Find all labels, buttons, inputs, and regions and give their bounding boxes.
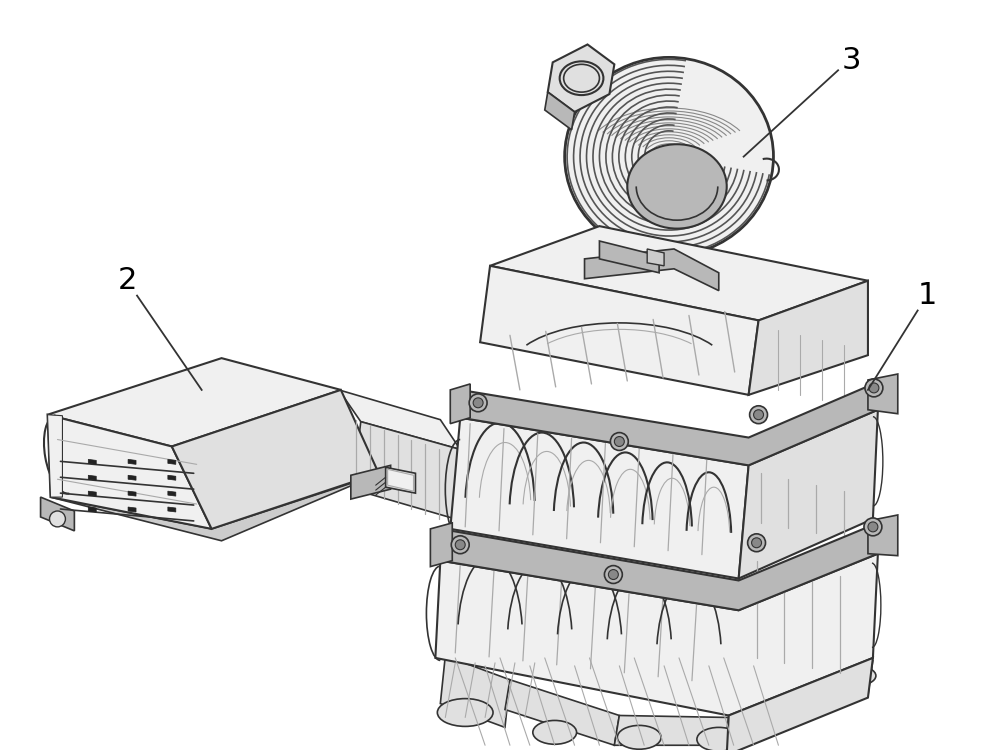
Polygon shape — [430, 523, 452, 566]
Polygon shape — [41, 497, 74, 531]
Polygon shape — [727, 660, 873, 745]
Polygon shape — [614, 715, 729, 745]
Ellipse shape — [776, 686, 820, 709]
Polygon shape — [168, 507, 176, 512]
Polygon shape — [727, 658, 873, 753]
Polygon shape — [128, 459, 136, 465]
Ellipse shape — [617, 725, 661, 749]
Circle shape — [608, 569, 618, 580]
Circle shape — [754, 410, 764, 419]
Circle shape — [451, 536, 469, 553]
Polygon shape — [339, 390, 460, 450]
Polygon shape — [435, 553, 878, 715]
Circle shape — [455, 540, 465, 550]
Circle shape — [473, 398, 483, 408]
Polygon shape — [868, 515, 898, 556]
Circle shape — [469, 394, 487, 412]
Circle shape — [748, 534, 766, 552]
Polygon shape — [48, 415, 212, 529]
Polygon shape — [868, 374, 898, 413]
Polygon shape — [505, 680, 619, 745]
Polygon shape — [172, 390, 379, 529]
Polygon shape — [440, 656, 510, 727]
Polygon shape — [128, 475, 136, 480]
Circle shape — [864, 518, 882, 536]
Polygon shape — [450, 384, 470, 424]
Polygon shape — [739, 410, 878, 578]
Polygon shape — [388, 469, 413, 491]
Polygon shape — [450, 418, 749, 578]
Ellipse shape — [627, 145, 727, 229]
Ellipse shape — [437, 699, 493, 727]
Polygon shape — [128, 491, 136, 496]
Circle shape — [869, 383, 879, 393]
Polygon shape — [88, 507, 96, 512]
Circle shape — [868, 522, 878, 532]
Polygon shape — [353, 422, 460, 519]
Ellipse shape — [697, 727, 741, 751]
Circle shape — [50, 511, 65, 527]
Circle shape — [604, 566, 622, 584]
Polygon shape — [490, 226, 868, 321]
Polygon shape — [88, 475, 96, 480]
Polygon shape — [48, 415, 62, 497]
Text: 2: 2 — [117, 267, 137, 295]
Ellipse shape — [565, 57, 773, 256]
Polygon shape — [647, 249, 664, 266]
Polygon shape — [51, 475, 376, 541]
Polygon shape — [480, 266, 759, 395]
Polygon shape — [749, 281, 868, 395]
Circle shape — [614, 437, 624, 447]
Polygon shape — [460, 382, 878, 465]
Polygon shape — [386, 468, 415, 493]
Circle shape — [610, 432, 628, 450]
Polygon shape — [440, 523, 878, 610]
Polygon shape — [168, 475, 176, 480]
Polygon shape — [128, 507, 136, 512]
Polygon shape — [545, 92, 575, 130]
Circle shape — [865, 379, 883, 397]
Polygon shape — [88, 491, 96, 496]
Polygon shape — [168, 459, 176, 465]
Polygon shape — [548, 44, 614, 112]
Text: 1: 1 — [918, 281, 937, 310]
Circle shape — [752, 538, 762, 547]
Circle shape — [750, 406, 768, 424]
Polygon shape — [168, 491, 176, 496]
Ellipse shape — [533, 721, 577, 744]
Text: 3: 3 — [841, 46, 861, 75]
Polygon shape — [88, 459, 96, 465]
Polygon shape — [351, 465, 391, 499]
Polygon shape — [599, 241, 659, 273]
Ellipse shape — [836, 666, 876, 686]
Polygon shape — [585, 249, 719, 291]
Polygon shape — [48, 358, 341, 447]
